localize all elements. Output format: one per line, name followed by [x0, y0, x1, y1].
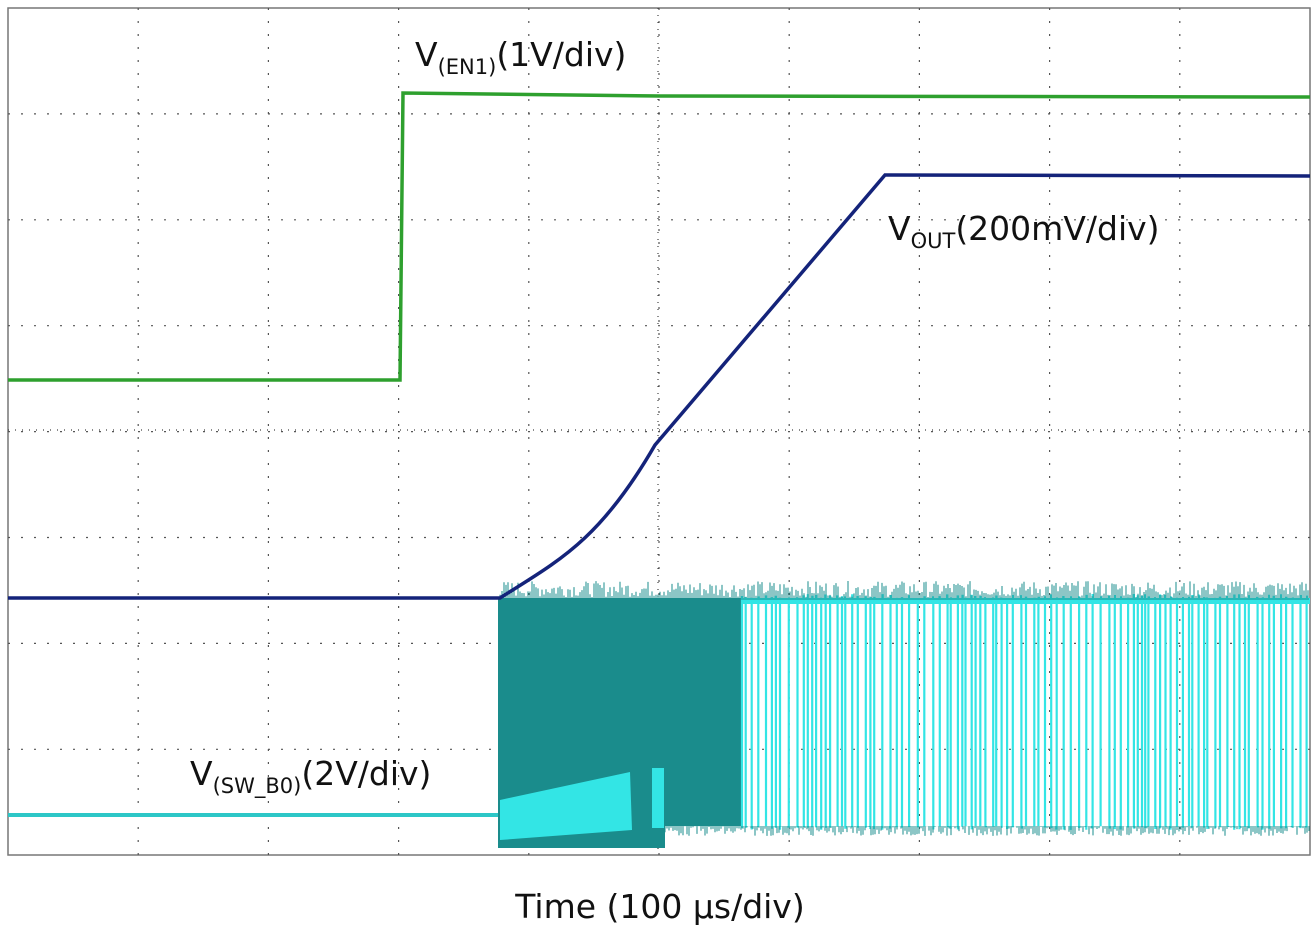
label-symbol: V	[888, 209, 911, 248]
label-subscript: (SW_B0)	[213, 774, 302, 799]
label-symbol: V	[190, 754, 213, 793]
sw-label: V(SW_B0)(2V/div)	[190, 754, 431, 799]
vout-label: VOUT(200mV/div)	[888, 209, 1160, 253]
sw-ramp2	[652, 768, 664, 828]
label-scale: (1V/div)	[496, 35, 626, 74]
sw-burst2	[665, 598, 742, 826]
sw-ramp	[500, 772, 632, 840]
label-symbol: V	[415, 35, 438, 74]
sw-high	[742, 598, 1310, 604]
vout-trace	[8, 173, 1311, 600]
label-scale: (200mV/div)	[955, 209, 1159, 248]
sw-ringing-low	[664, 826, 1310, 836]
label-subscript: (EN1)	[438, 55, 497, 79]
sw-pulses	[740, 594, 1308, 830]
x-axis-label: Time (100 µs/div)	[514, 887, 804, 926]
en1-trace	[8, 91, 1311, 382]
sw-trace	[8, 581, 1310, 848]
label-subscript: OUT	[911, 229, 956, 253]
label-scale: (2V/div)	[301, 754, 431, 793]
en1-label: V(EN1)(1V/div)	[415, 35, 626, 79]
